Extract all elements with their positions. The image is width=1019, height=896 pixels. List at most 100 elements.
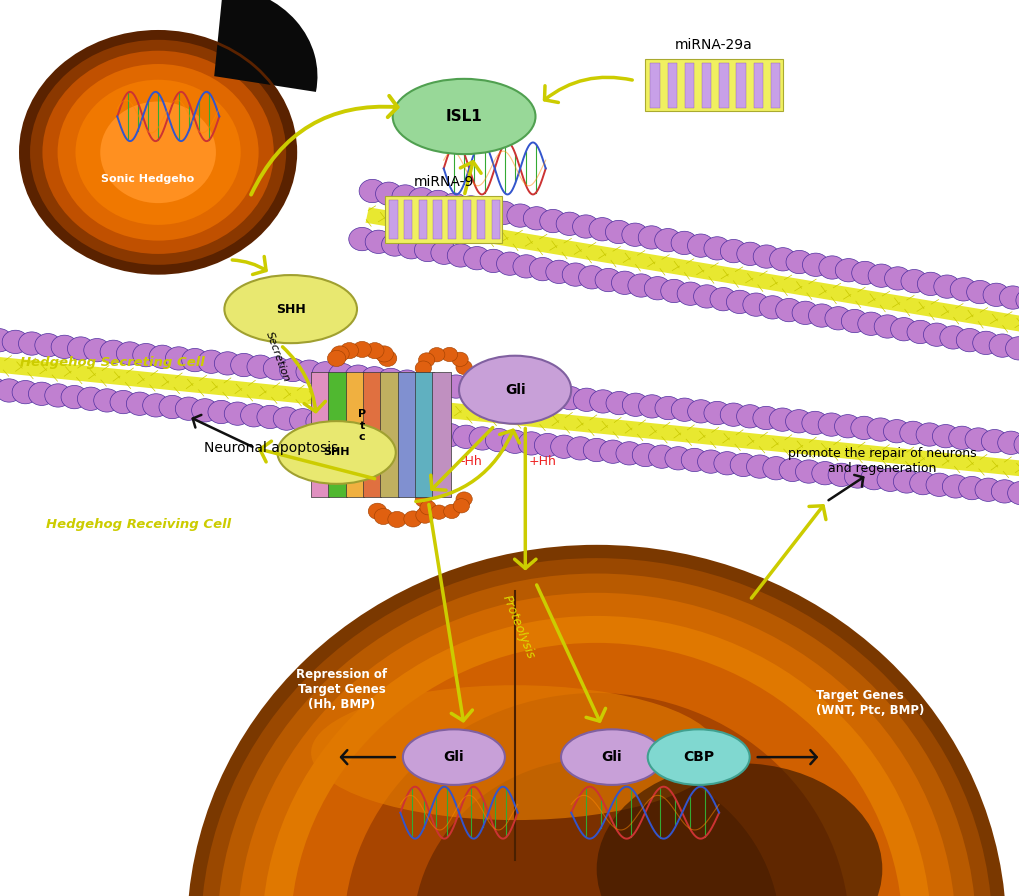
Circle shape [556, 386, 583, 409]
Circle shape [988, 334, 1015, 358]
Circle shape [899, 421, 925, 444]
Circle shape [545, 260, 572, 283]
Text: promote the repair of neurons
and regeneration: promote the repair of neurons and regene… [788, 447, 975, 476]
Circle shape [785, 409, 811, 433]
Circle shape [844, 465, 870, 488]
Circle shape [418, 353, 434, 367]
Circle shape [931, 425, 958, 448]
Text: Gli: Gli [601, 750, 622, 764]
Circle shape [424, 190, 450, 213]
Circle shape [906, 320, 932, 343]
Circle shape [534, 434, 560, 457]
Circle shape [110, 391, 137, 414]
Bar [770, 63, 780, 108]
Circle shape [366, 342, 384, 358]
Circle shape [648, 445, 675, 469]
Bar [363, 372, 381, 497]
Circle shape [925, 473, 952, 496]
Ellipse shape [290, 643, 902, 896]
Circle shape [736, 405, 762, 428]
Circle shape [377, 368, 404, 392]
Ellipse shape [189, 547, 1004, 896]
Circle shape [378, 350, 396, 366]
Circle shape [322, 412, 348, 435]
Circle shape [599, 440, 626, 463]
Circle shape [393, 370, 420, 393]
Circle shape [950, 278, 976, 301]
Circle shape [866, 418, 893, 441]
Bar [447, 200, 455, 239]
Circle shape [982, 283, 1009, 306]
Circle shape [835, 259, 861, 282]
Bar [463, 200, 471, 239]
Circle shape [419, 503, 437, 519]
Circle shape [428, 348, 444, 362]
Circle shape [922, 323, 949, 347]
Circle shape [501, 430, 528, 453]
Circle shape [240, 404, 267, 427]
Text: Gli: Gli [443, 750, 464, 764]
Bar [666, 63, 677, 108]
Circle shape [974, 478, 1001, 502]
Ellipse shape [403, 729, 504, 785]
Text: Secretion: Secretion [264, 330, 290, 383]
Circle shape [851, 262, 877, 285]
Circle shape [480, 249, 506, 272]
Circle shape [339, 342, 359, 358]
Circle shape [344, 365, 371, 388]
Circle shape [143, 393, 169, 417]
Circle shape [786, 250, 812, 273]
Circle shape [475, 378, 501, 401]
Circle shape [713, 452, 740, 475]
Text: SHH: SHH [323, 447, 350, 458]
Circle shape [507, 382, 534, 405]
Circle shape [452, 498, 469, 513]
Circle shape [578, 266, 604, 289]
Circle shape [165, 347, 192, 370]
Circle shape [539, 210, 566, 233]
Circle shape [523, 207, 549, 230]
Text: Sonic Hedgeho: Sonic Hedgeho [101, 174, 195, 185]
Circle shape [430, 505, 446, 520]
Circle shape [687, 234, 713, 257]
Circle shape [0, 379, 22, 402]
Circle shape [610, 271, 637, 295]
Circle shape [958, 477, 984, 500]
Circle shape [296, 360, 322, 383]
Circle shape [834, 415, 860, 438]
Circle shape [808, 304, 835, 327]
Circle shape [181, 349, 208, 372]
Circle shape [506, 204, 533, 228]
Circle shape [1005, 337, 1019, 360]
Text: P
t
c: P t c [358, 409, 366, 443]
Circle shape [997, 431, 1019, 454]
Circle shape [589, 390, 615, 413]
Circle shape [441, 193, 468, 216]
Circle shape [811, 461, 838, 485]
Circle shape [175, 397, 202, 420]
Circle shape [703, 237, 730, 260]
Circle shape [827, 463, 854, 487]
Circle shape [230, 353, 257, 376]
Circle shape [802, 253, 828, 276]
Circle shape [644, 277, 671, 300]
Circle shape [442, 375, 469, 398]
Circle shape [464, 246, 490, 270]
Circle shape [132, 343, 159, 366]
Text: Gli: Gli [504, 383, 525, 397]
Circle shape [447, 244, 474, 267]
Circle shape [518, 432, 544, 455]
Bar [753, 63, 762, 108]
Circle shape [214, 352, 240, 375]
Ellipse shape [311, 685, 718, 820]
Circle shape [20, 31, 296, 273]
Circle shape [769, 247, 796, 271]
Circle shape [2, 331, 29, 354]
Circle shape [638, 226, 664, 249]
Circle shape [915, 423, 942, 446]
Circle shape [964, 427, 990, 451]
Circle shape [980, 429, 1007, 452]
Circle shape [279, 358, 306, 382]
Circle shape [0, 329, 12, 352]
Circle shape [451, 352, 468, 366]
